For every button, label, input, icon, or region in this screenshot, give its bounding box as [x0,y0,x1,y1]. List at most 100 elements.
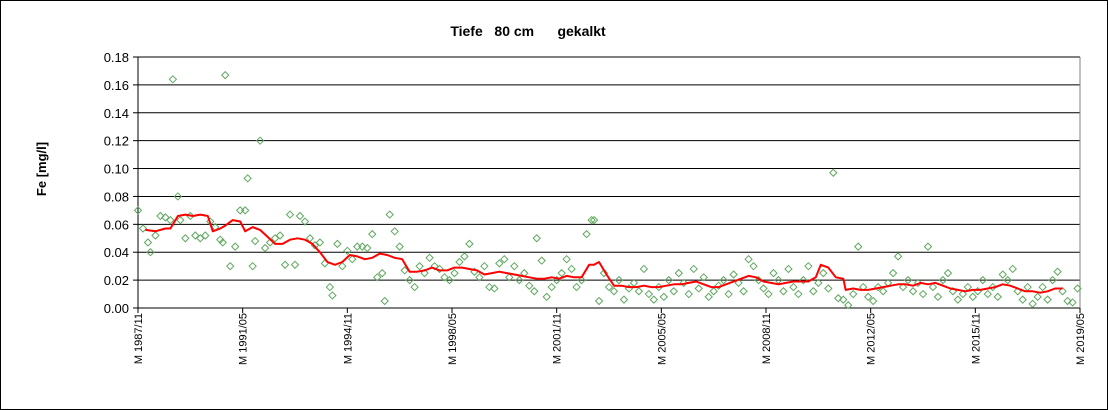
data-point [390,227,399,236]
data-point [248,261,257,271]
data-point [953,295,963,304]
data-point [405,275,414,285]
data-point [343,246,352,256]
data-point [649,295,659,304]
data-point [1003,275,1012,285]
data-point [133,206,143,215]
y-tick-label: 0.02 [104,273,129,288]
data-point [923,242,933,251]
plot-area [138,57,1080,308]
data-point [659,292,669,302]
x-tick-label: M 1998/05 [447,313,459,365]
data-point [739,287,748,296]
data-point [724,289,733,299]
data-point [445,275,454,285]
data-point [280,260,290,269]
x-axis-ticks: M 1987/11 M 1991/05 M 1994/11 M 1998/05 M 20… [133,308,1087,365]
data-point [460,252,469,261]
data-point [888,268,898,278]
data-point [908,287,918,296]
data-point [699,273,708,282]
data-point [490,284,499,293]
data-point [769,268,778,278]
data-point [809,287,818,296]
y-tick-label: 0.18 [104,50,129,65]
data-point [669,287,679,296]
data-point [898,282,908,292]
data-point [333,239,342,249]
x-tick-label: M 1994/11 [342,313,354,364]
x-tick-label: M 1991/05 [238,313,250,365]
data-point [143,238,153,247]
data-point [495,259,504,268]
data-point [363,243,372,253]
data-point [368,229,377,239]
data-point [475,273,484,282]
data-point [505,273,514,282]
data-point [275,231,285,240]
x-tick-label: M 2015/11 [970,313,982,364]
data-point [547,282,556,292]
data-point [878,287,888,296]
x-tick-label: M 2008/11 [761,313,773,364]
data-point [146,248,155,257]
data-point [988,282,997,292]
x-tick-label: M 2005/05 [656,313,668,365]
data-point [983,289,993,299]
data-point [609,287,619,296]
data-point [1068,298,1077,307]
data-point [410,282,419,292]
data-point [338,261,347,271]
data-point [719,275,728,285]
data-point [285,210,295,219]
data-point [789,282,798,292]
data-point [1008,264,1017,274]
data-point [1043,295,1052,304]
data-point [176,215,185,225]
data-point [201,231,210,240]
data-point [587,215,596,225]
data-point [784,264,793,274]
data-point [218,238,227,247]
data-point [893,252,903,261]
data-point [181,234,190,243]
data-point [1073,284,1082,293]
data-point [173,192,183,201]
data-point [849,289,858,299]
data-point [156,211,165,221]
data-point [903,275,913,285]
data-point [358,242,367,251]
data-point [1018,295,1027,304]
data-point [572,282,581,292]
data-point [138,224,148,233]
data-point [166,215,175,225]
data-point [993,292,1002,302]
data-point [191,231,200,240]
data-point [260,243,270,253]
data-point [674,268,683,278]
data-point [480,261,489,271]
data-point [562,254,571,264]
data-point [577,275,586,285]
data-point [1048,275,1057,285]
data-point [1058,287,1067,296]
data-point [373,273,382,282]
data-point [525,281,534,290]
data-point [1063,296,1072,306]
data-point [380,296,389,306]
x-tick-label: M 2012/05 [866,313,878,365]
data-point [839,295,848,304]
data-point [567,264,576,274]
data-point [532,234,541,243]
data-point [918,289,928,299]
data-point [557,268,566,278]
data-point [515,275,524,285]
data-point [634,287,644,296]
y-tick-label: 0.00 [104,301,129,316]
data-point [714,281,723,290]
data-point [933,292,943,302]
series-smoothed [145,213,1063,294]
data-point [455,257,464,267]
data-point [420,268,429,278]
